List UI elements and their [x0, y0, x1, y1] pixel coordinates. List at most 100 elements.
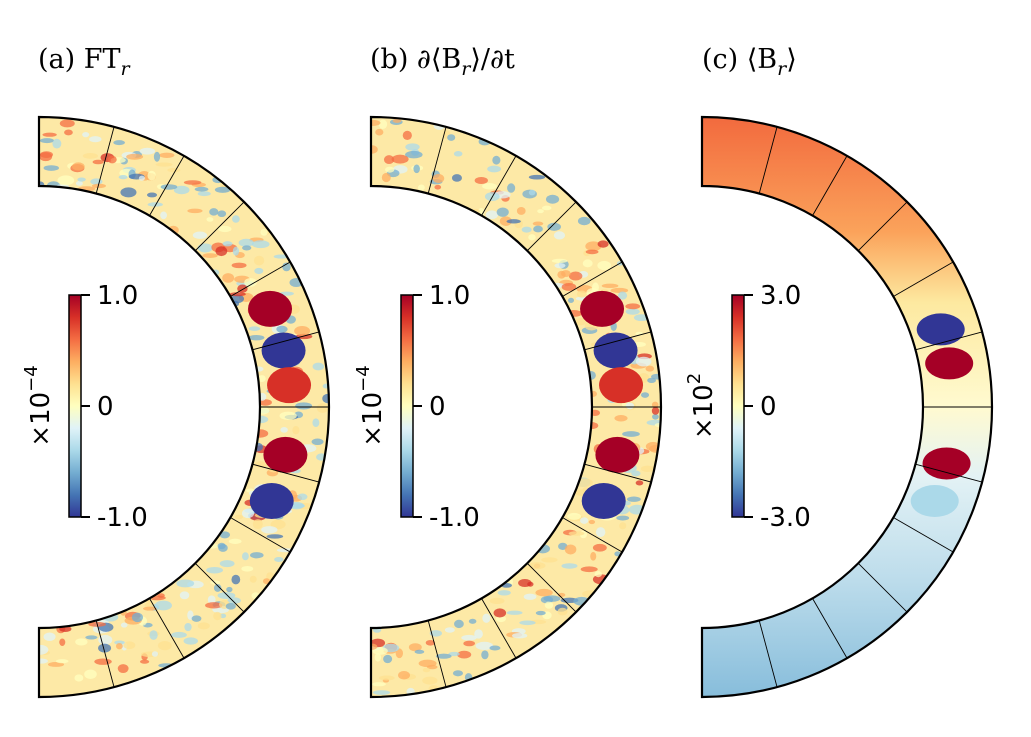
- field-speckle: [117, 664, 129, 674]
- field-speckle: [197, 243, 213, 253]
- field-speckle: [241, 565, 254, 572]
- field-speckle: [120, 187, 137, 198]
- field-speckle: [481, 650, 489, 660]
- field-speckle: [597, 240, 609, 248]
- latitude-line: [758, 126, 778, 194]
- field-speckle: [273, 254, 289, 259]
- field-speckle: [482, 183, 497, 190]
- field-speckle: [371, 682, 386, 687]
- field-speckle: [226, 586, 233, 593]
- field-speckle: [228, 538, 242, 544]
- field-speckle: [139, 147, 156, 155]
- field-speckle: [82, 131, 90, 138]
- field-speckle: [429, 630, 442, 637]
- field-speckle: [197, 622, 210, 630]
- field-speckle: [489, 597, 505, 605]
- field-speckle: [242, 245, 252, 251]
- field-speckle: [39, 138, 55, 144]
- feature-3: [910, 485, 959, 518]
- feature-2: [922, 447, 971, 480]
- field-speckle: [232, 246, 240, 256]
- field-speckle: [463, 640, 476, 647]
- field-speckle: [222, 273, 235, 283]
- field-speckle: [297, 493, 308, 501]
- field-speckle: [378, 119, 388, 130]
- field-speckle: [580, 517, 589, 524]
- field-speckle: [585, 249, 599, 255]
- field-speckle: [588, 519, 596, 525]
- field-speckle: [379, 675, 395, 681]
- field-speckle: [311, 438, 324, 446]
- latitude-line: [481, 598, 517, 659]
- field-speckle: [191, 615, 202, 622]
- field-speckle: [71, 162, 85, 171]
- field-speckle: [474, 176, 488, 185]
- field-speckle: [167, 168, 181, 173]
- field-speckle: [482, 613, 491, 623]
- field-speckle: [206, 566, 224, 574]
- field-speckle: [447, 134, 456, 141]
- latitude-line: [758, 620, 778, 688]
- field-speckle: [197, 191, 211, 197]
- field-speckle: [601, 283, 619, 289]
- field-speckle: [249, 575, 257, 583]
- panel-b: (b) ∂⟨Br⟩/∂t 1.0 0 -1.0 ×10−4: [353, 44, 663, 699]
- field-speckle: [432, 173, 445, 183]
- field-speckle: [231, 574, 241, 585]
- field-speckle: [248, 334, 265, 341]
- field-speckle: [98, 643, 112, 653]
- panel-c-colorbar-tick-max: 3.0: [760, 281, 801, 311]
- feature-1: [593, 332, 638, 369]
- panel-c-title: (c) ⟨Br⟩: [702, 44, 797, 80]
- field-speckle: [154, 600, 172, 611]
- field-speckle: [43, 632, 56, 642]
- field-speckle: [183, 637, 199, 645]
- field-speckle: [155, 162, 173, 167]
- panel-a-colorbar: 1.0 0 -1.0 ×10−4: [21, 281, 148, 533]
- field-speckle: [274, 557, 284, 562]
- field-speckle: [590, 551, 597, 561]
- field-speckle: [219, 531, 231, 539]
- field-speckle: [209, 208, 219, 216]
- field-speckle: [610, 287, 629, 293]
- field-speckle: [292, 425, 300, 435]
- field-speckle: [213, 611, 222, 621]
- field-speckle: [417, 184, 425, 191]
- field-speckle: [138, 175, 145, 181]
- field-speckle: [576, 290, 587, 298]
- field-speckle: [635, 480, 644, 486]
- feature-4: [249, 483, 294, 520]
- latitude-line: [95, 620, 115, 688]
- panel-a-colorbar-tick-min: -1.0: [97, 503, 148, 533]
- feature-1: [925, 347, 974, 380]
- field-speckle: [391, 154, 409, 164]
- field-speckle: [457, 650, 472, 659]
- field-speckle: [89, 136, 102, 143]
- panel-b-colorbar-gradient: [400, 294, 414, 518]
- latitude-line: [149, 598, 185, 659]
- field-speckle: [523, 593, 537, 600]
- field-speckle: [218, 544, 228, 552]
- field-speckle: [398, 671, 410, 680]
- field-speckle: [625, 303, 641, 310]
- field-speckle: [567, 512, 582, 520]
- field-speckle: [594, 570, 602, 578]
- field-speckle: [381, 172, 391, 183]
- panel-a-colorbar-tick-max: 1.0: [97, 281, 138, 311]
- field-speckle: [59, 638, 66, 646]
- field-speckle: [426, 664, 438, 670]
- field-speckle: [231, 294, 245, 304]
- field-speckle: [616, 515, 630, 521]
- field-speckle: [84, 669, 97, 679]
- field-speckle: [499, 216, 512, 226]
- field-speckle: [126, 153, 144, 160]
- latitude-line: [812, 598, 848, 659]
- field-speckle: [528, 174, 546, 180]
- field-speckle: [580, 566, 598, 573]
- field-speckle: [251, 240, 270, 249]
- field-speckle: [113, 140, 125, 146]
- field-speckle: [131, 612, 143, 623]
- field-speckle: [414, 649, 425, 654]
- field-speckle: [276, 325, 288, 333]
